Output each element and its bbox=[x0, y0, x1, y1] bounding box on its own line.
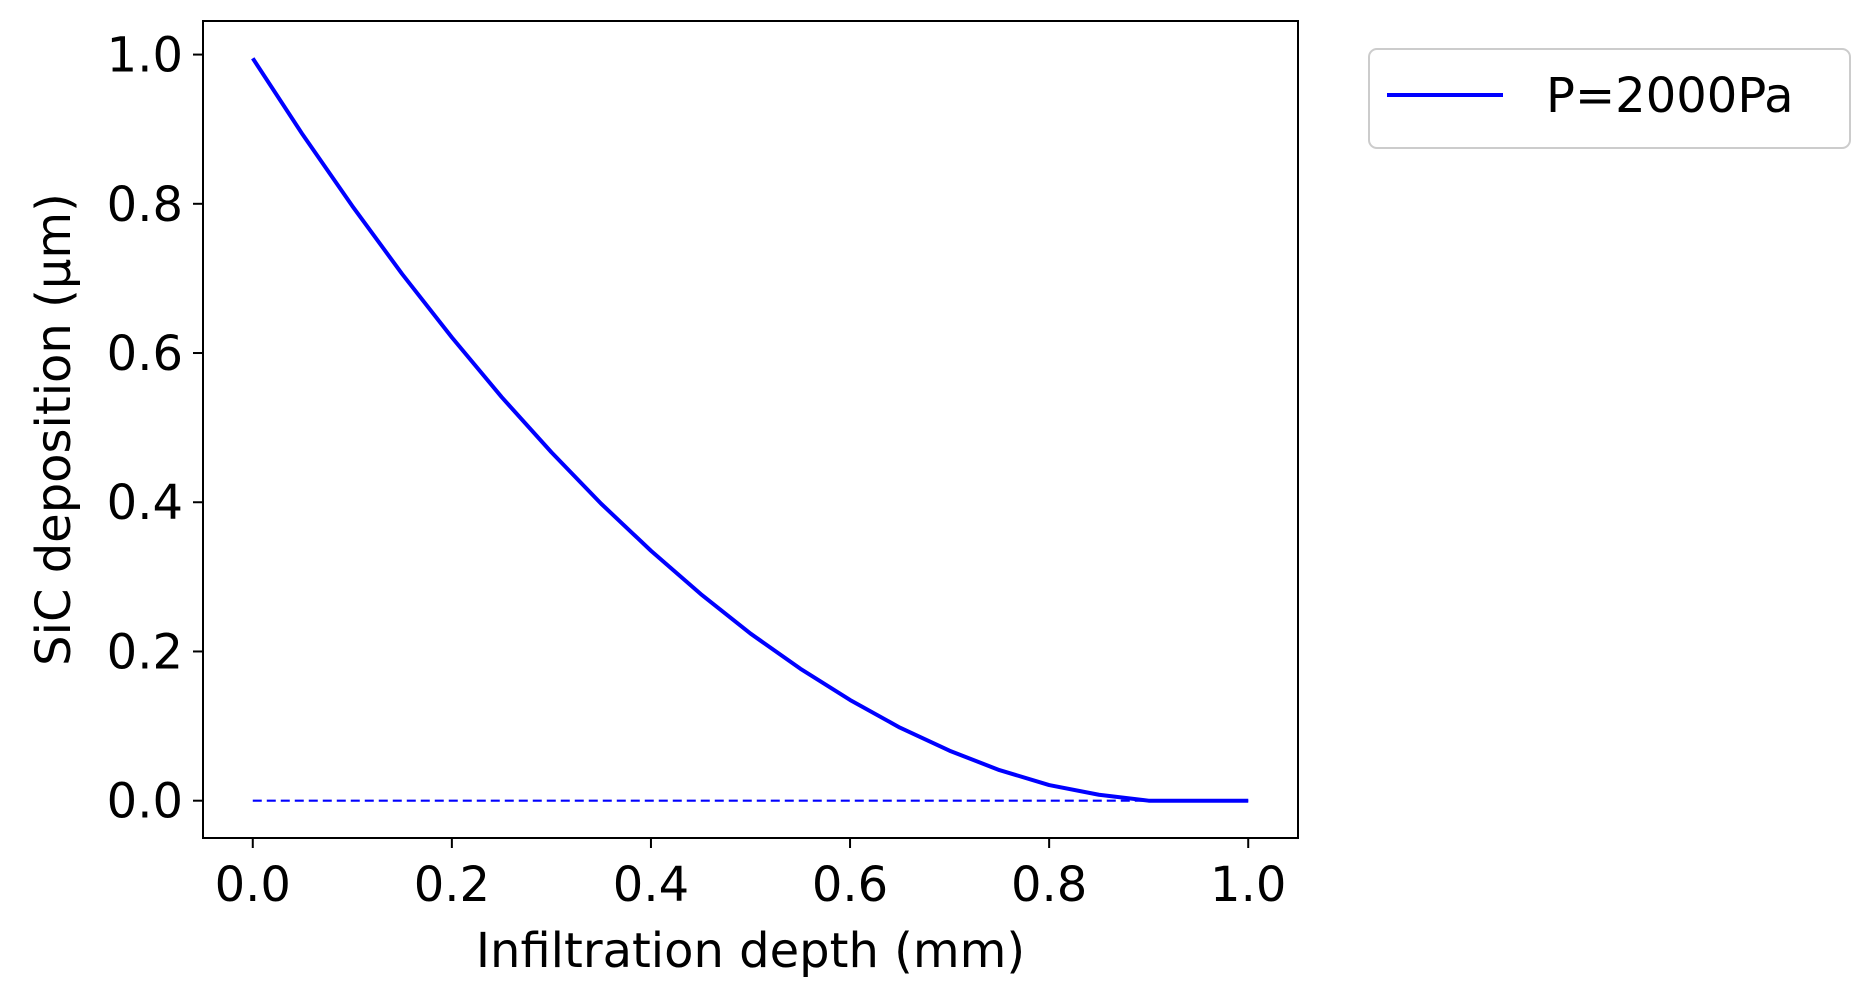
x-axis: 0.0 0.2 0.4 0.6 0.8 1.0 bbox=[215, 838, 1286, 913]
y-tick-label: 0.4 bbox=[107, 475, 183, 531]
y-tick-label: 1.0 bbox=[107, 28, 183, 84]
y-tick-label: 0.8 bbox=[107, 177, 183, 233]
x-tick-label: 0.2 bbox=[414, 857, 490, 913]
plot-lines bbox=[251, 57, 1249, 803]
series-line-0 bbox=[251, 57, 1249, 803]
x-tick-label: 0.6 bbox=[812, 857, 888, 913]
legend: P=2000Pa bbox=[1368, 48, 1851, 149]
legend-label-p2000pa: P=2000Pa bbox=[1546, 68, 1794, 124]
y-axis: 0.0 0.2 0.4 0.6 0.8 1.0 bbox=[107, 28, 203, 830]
y-tick-label: 0.0 bbox=[107, 774, 183, 830]
x-tick-label: 1.0 bbox=[1210, 857, 1286, 913]
y-tick-label: 0.2 bbox=[107, 624, 183, 680]
y-axis-title: SiC deposition (μm) bbox=[26, 193, 82, 666]
plot-area-frame bbox=[202, 20, 1299, 839]
x-tick-label: 0.8 bbox=[1011, 857, 1087, 913]
y-tick-label: 0.6 bbox=[107, 326, 183, 382]
x-tick-label: 0.0 bbox=[215, 857, 291, 913]
legend-box bbox=[1368, 48, 1851, 149]
x-axis-title: Infiltration depth (mm) bbox=[476, 923, 1025, 979]
x-tick-label: 0.4 bbox=[613, 857, 689, 913]
